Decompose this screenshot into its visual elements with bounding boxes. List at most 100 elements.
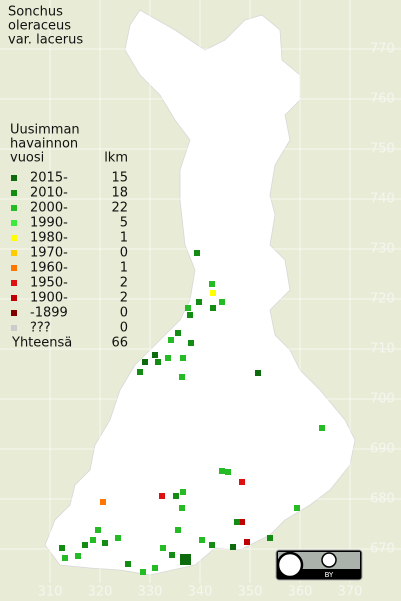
- observation: [210, 290, 216, 296]
- observation: [90, 537, 96, 543]
- x-label: 350: [238, 585, 263, 600]
- observation: [165, 355, 171, 361]
- observation: [180, 559, 186, 565]
- title: oleraceus: [8, 19, 71, 34]
- observation: [187, 312, 193, 318]
- observation: [75, 553, 81, 559]
- legend-swatch: [11, 235, 17, 241]
- cc-icon: [276, 551, 304, 579]
- observation: [230, 544, 236, 550]
- legend-count-header: lkm: [104, 151, 128, 166]
- legend-count: 0: [120, 321, 128, 336]
- legend-label: ???: [30, 321, 51, 336]
- observation: [59, 545, 65, 551]
- observation: [175, 330, 181, 336]
- legend-label: 2000-: [30, 201, 68, 216]
- legend-count: 22: [111, 201, 128, 216]
- observation: [152, 565, 158, 571]
- x-label: 340: [188, 585, 213, 600]
- legend-swatch: [11, 250, 17, 256]
- legend-count: 2: [120, 291, 128, 306]
- y-label: 740: [370, 192, 395, 207]
- legend-swatch: [11, 190, 17, 196]
- title: Sonchus: [8, 5, 63, 20]
- y-label: 680: [370, 492, 395, 507]
- observation: [169, 552, 175, 558]
- observation: [179, 505, 185, 511]
- observation: [194, 250, 200, 256]
- observation: [62, 555, 68, 561]
- observation: [168, 337, 174, 343]
- observation: [188, 340, 194, 346]
- observation: [82, 542, 88, 548]
- legend-swatch: [11, 265, 17, 271]
- observation: [239, 519, 245, 525]
- legend-count: 1: [120, 261, 128, 276]
- x-label: 330: [138, 585, 163, 600]
- y-label: 720: [370, 292, 395, 307]
- observation: [319, 425, 325, 431]
- legend-label: 2010-: [30, 186, 68, 201]
- observation: [185, 554, 191, 560]
- y-label: 770: [370, 42, 395, 57]
- legend-header: havainnon: [10, 137, 78, 152]
- observation: [95, 527, 101, 533]
- legend-swatch: [11, 325, 17, 331]
- x-label: 320: [88, 585, 113, 600]
- observation: [234, 519, 240, 525]
- total-label: Yhteensä: [11, 336, 72, 351]
- observation: [185, 559, 191, 565]
- legend-swatch: [11, 310, 17, 316]
- observation: [196, 299, 202, 305]
- y-label: 750: [370, 142, 395, 157]
- observation: [180, 355, 186, 361]
- observation: [239, 479, 245, 485]
- legend-swatch: [11, 280, 17, 286]
- legend-header: Uusimman: [10, 123, 80, 138]
- observation: [142, 359, 148, 365]
- observation: [180, 554, 186, 560]
- legend-swatch: [11, 220, 17, 226]
- observation: [173, 493, 179, 499]
- legend-count: 5: [120, 216, 128, 231]
- legend-label: 1990-: [30, 216, 68, 231]
- observation: [159, 493, 165, 499]
- observation: [219, 468, 225, 474]
- legend-count: 2: [120, 276, 128, 291]
- observation: [175, 527, 181, 533]
- observation: [199, 537, 205, 543]
- observation: [209, 281, 215, 287]
- legend-swatch: [11, 295, 17, 301]
- legend-label: 1970-: [30, 246, 68, 261]
- license-text: BY: [325, 571, 334, 579]
- observation: [179, 374, 185, 380]
- y-label: 760: [370, 92, 395, 107]
- by-icon: [321, 552, 337, 568]
- legend-count: 18: [111, 186, 128, 201]
- x-label: 370: [338, 585, 363, 600]
- legend-label: 2015-: [30, 171, 68, 186]
- observation: [152, 352, 158, 358]
- observation: [219, 299, 225, 305]
- observation: [210, 305, 216, 311]
- observation: [137, 369, 143, 375]
- y-label: 700: [370, 392, 395, 407]
- observation: [125, 561, 131, 567]
- observation: [115, 535, 121, 541]
- legend-header: vuosi: [10, 151, 44, 166]
- observation: [160, 545, 166, 551]
- total-value: 66: [111, 336, 128, 351]
- legend-count: 15: [111, 171, 128, 186]
- observations: [59, 250, 325, 575]
- observation: [225, 469, 231, 475]
- observation: [140, 569, 146, 575]
- y-label: 670: [370, 542, 395, 557]
- observation: [294, 505, 300, 511]
- legend-label: -1899: [30, 306, 68, 321]
- license-badge: BY: [275, 549, 363, 581]
- y-label: 690: [370, 442, 395, 457]
- legend-label: 1950-: [30, 276, 68, 291]
- observation: [209, 542, 215, 548]
